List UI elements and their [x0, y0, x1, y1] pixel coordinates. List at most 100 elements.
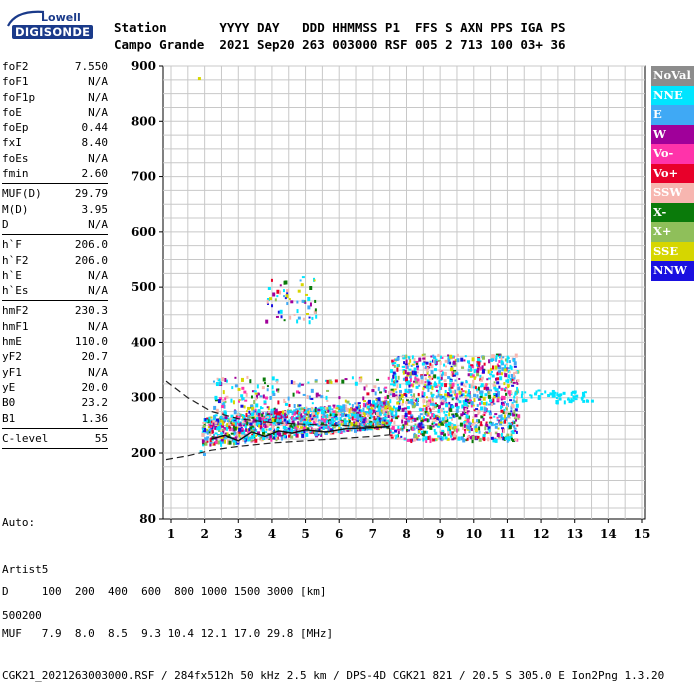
echo-point	[496, 363, 499, 366]
echo-point	[514, 408, 518, 412]
echo-point	[454, 379, 457, 382]
echo-point	[452, 355, 455, 358]
echo-point	[389, 393, 392, 396]
param-name: yF1	[2, 365, 22, 379]
echo-point	[374, 402, 378, 407]
echo-point	[468, 393, 471, 396]
echo-point	[301, 433, 305, 438]
echo-point	[380, 404, 383, 407]
echo-point	[387, 401, 391, 404]
echo-point	[506, 357, 510, 360]
echo-point	[313, 408, 316, 411]
echo-point	[563, 400, 566, 405]
echo-point	[421, 417, 425, 420]
echo-point	[222, 401, 226, 404]
echo-point	[466, 398, 469, 401]
echo-point	[480, 376, 484, 380]
echo-point	[249, 420, 253, 423]
echo-point	[307, 410, 310, 414]
echo-point	[456, 425, 459, 428]
y-tick-label: 800	[131, 114, 156, 128]
echo-point	[228, 425, 231, 429]
echo-point	[275, 422, 278, 425]
echo-point	[462, 393, 465, 397]
echo-point	[274, 432, 277, 437]
echo-point	[313, 416, 316, 419]
echo-point	[341, 420, 344, 423]
parameter-panel: foF2 7.550 foF1 N/A foF1p N/A foE N/A foEp 0.44 fx…	[2, 59, 108, 451]
echo-point	[219, 439, 222, 444]
echo-point	[221, 415, 225, 420]
echo-point	[432, 438, 436, 442]
echo-point	[503, 401, 506, 404]
echo-point	[313, 414, 316, 417]
echo-point	[489, 373, 493, 376]
echo-point	[204, 441, 208, 446]
echo-point	[375, 418, 378, 421]
param-value: 206.0	[74, 253, 108, 267]
echo-point	[504, 373, 508, 378]
echo-point	[455, 428, 458, 433]
param-value: 7.550	[74, 60, 108, 73]
param-row-fof2: foF2 7.550	[2, 59, 108, 74]
echo-point	[337, 407, 340, 410]
echo-point	[362, 418, 365, 422]
echo-point	[381, 417, 384, 421]
echo-point	[275, 435, 278, 439]
echo-point	[233, 441, 237, 446]
echo-point	[478, 426, 481, 431]
echo-point	[391, 362, 395, 365]
echo-point	[428, 399, 432, 404]
echo-point	[274, 416, 277, 419]
legend-item-sse: SSE	[651, 241, 694, 261]
param-row-d: D N/A	[2, 217, 108, 232]
echo-point	[493, 423, 496, 426]
echo-point	[385, 400, 389, 405]
echo-point	[446, 416, 449, 420]
echo-point	[346, 400, 350, 404]
echo-point	[296, 309, 299, 314]
echo-point	[261, 407, 264, 410]
echo-point	[361, 411, 364, 416]
echo-point	[547, 394, 551, 398]
echo-point	[503, 411, 507, 415]
echo-point	[439, 435, 442, 439]
echo-point	[454, 372, 457, 375]
echo-point	[228, 440, 232, 445]
echo-point	[222, 398, 225, 402]
echo-point	[220, 429, 223, 432]
echo-point	[440, 376, 443, 380]
echo-point	[416, 366, 419, 371]
echo-point	[201, 439, 205, 444]
echo-point	[516, 386, 519, 391]
echo-point	[450, 434, 453, 438]
echo-point	[288, 298, 291, 301]
echo-point	[222, 430, 225, 434]
echo-point	[406, 391, 409, 394]
echo-point	[468, 402, 471, 405]
echo-point	[400, 435, 403, 438]
echo-point	[425, 438, 428, 443]
echo-point	[430, 391, 433, 395]
echo-point	[510, 390, 513, 395]
echo-point	[422, 437, 425, 442]
echo-point	[369, 422, 372, 426]
echo-point	[255, 403, 259, 408]
echo-point	[396, 380, 399, 383]
echo-point	[370, 425, 374, 429]
echo-point	[422, 386, 426, 389]
echo-point	[410, 393, 413, 396]
echo-point	[332, 424, 336, 429]
echo-point	[485, 422, 488, 427]
echo-point	[492, 396, 496, 399]
echo-point	[515, 413, 518, 417]
echo-point	[334, 379, 338, 383]
echo-point	[255, 394, 258, 399]
echo-point	[431, 375, 434, 379]
echo-point	[471, 423, 474, 426]
echo-point	[210, 426, 213, 429]
echo-point	[411, 355, 414, 360]
echo-point	[479, 378, 483, 382]
echo-point	[308, 320, 311, 325]
echo-point	[311, 402, 314, 405]
